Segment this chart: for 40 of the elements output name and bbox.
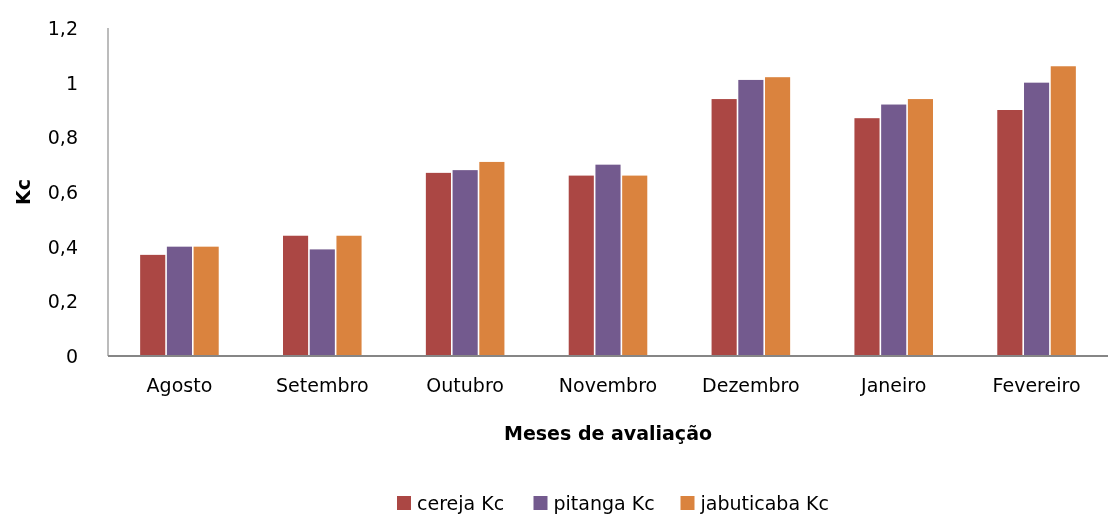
bar [1024, 82, 1050, 356]
bar [309, 249, 335, 356]
bar [452, 170, 478, 356]
legend-label: cereja Kc [417, 492, 505, 514]
bar [193, 246, 219, 356]
y-tick-label: 0,2 [47, 290, 78, 313]
x-tick-label: Agosto [146, 374, 213, 396]
y-tick-label: 0,6 [47, 181, 78, 203]
bar [881, 104, 907, 356]
legend-label: jabuticaba Kc [699, 492, 829, 514]
bar [140, 254, 166, 356]
bar [997, 110, 1023, 356]
x-tick-label: Dezembro [702, 374, 800, 396]
bar [854, 118, 880, 356]
bar [425, 172, 451, 356]
bar [595, 164, 621, 356]
bar [738, 79, 764, 356]
y-tick-label: 1 [65, 71, 78, 94]
x-tick-label: Novembro [558, 374, 658, 396]
x-tick-label: Outubro [426, 374, 504, 396]
bar [765, 77, 791, 356]
x-tick-label: Setembro [276, 374, 369, 396]
bar [336, 235, 362, 356]
bar [568, 175, 594, 356]
bar [1050, 66, 1076, 356]
bar [907, 99, 933, 356]
x-tick-label: Fevereiro [992, 374, 1081, 396]
bar [479, 161, 505, 356]
y-tick-label: 0,4 [47, 235, 78, 258]
bar [283, 235, 309, 356]
y-tick-label: 1,2 [47, 17, 78, 39]
legend-label: pitanga Kc [553, 492, 655, 514]
x-axis-title: Meses de avaliação [503, 422, 713, 444]
bar [711, 99, 737, 356]
y-tick-label: 0 [65, 345, 78, 367]
x-tick-label: Janeiro [860, 374, 927, 396]
bar [166, 246, 192, 356]
y-axis-title: Kc [12, 179, 34, 205]
bar [622, 175, 648, 356]
y-tick-label: 0,8 [47, 126, 78, 149]
